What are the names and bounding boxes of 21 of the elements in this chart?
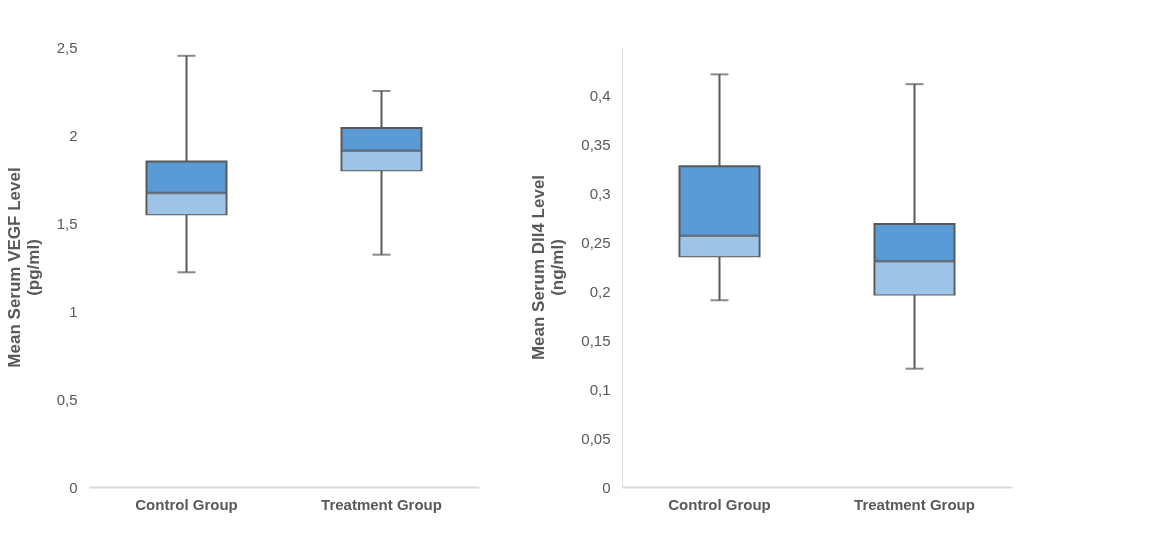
y-axis-title: Mean Serum Dll4 Level (ng/ml) bbox=[529, 174, 568, 361]
y-tick-label: 0,05 bbox=[581, 429, 611, 447]
y-tick-label: 1,5 bbox=[56, 214, 78, 232]
x-tick-label: Control Group bbox=[668, 495, 771, 513]
x-tick-label: Treatment Group bbox=[854, 495, 975, 513]
y-tick-label: 0,5 bbox=[56, 390, 78, 408]
y-tick-label: 0,4 bbox=[589, 87, 611, 105]
y-tick-label: 0 bbox=[602, 478, 611, 496]
y-axis-title: Mean Serum VEGF Level (pg/ml) bbox=[4, 167, 43, 368]
y-tick-label: 2,5 bbox=[56, 38, 78, 56]
y-tick-label: 1 bbox=[69, 302, 78, 320]
y-tick-label: 0 bbox=[69, 478, 78, 496]
x-tick-label: Control Group bbox=[135, 495, 238, 513]
y-tick-label: 0,35 bbox=[581, 136, 611, 154]
y-tick-label: 0,2 bbox=[589, 282, 611, 300]
y-tick-label: 0,25 bbox=[581, 234, 611, 252]
y-tick-label: 2 bbox=[69, 126, 78, 144]
y-tick-label: 0,1 bbox=[589, 380, 611, 398]
y-tick-label: 0,3 bbox=[589, 185, 611, 203]
y-tick-label: 0,15 bbox=[581, 331, 611, 349]
x-tick-label: Treatment Group bbox=[321, 495, 442, 513]
